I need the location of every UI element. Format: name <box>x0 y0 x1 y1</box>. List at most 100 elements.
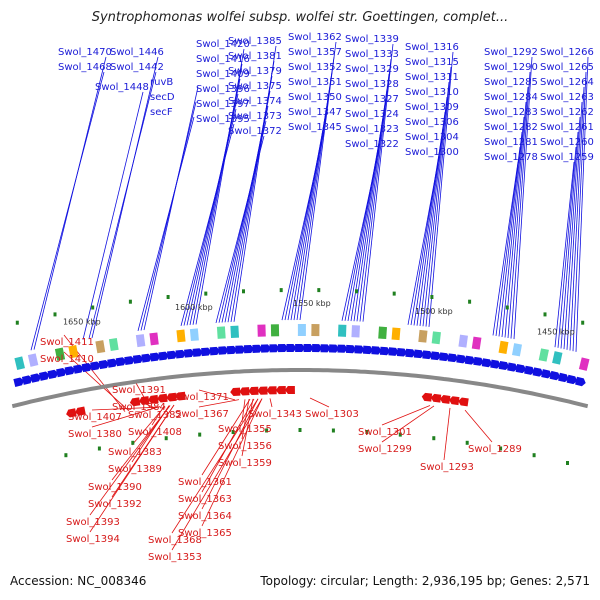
top-leader-line <box>422 81 450 327</box>
forward-gene-arrow <box>277 344 288 353</box>
reverse-gene-arrow <box>430 393 442 403</box>
forward-gene-arrow <box>184 349 195 358</box>
top-gene-label: Swol_1347 <box>288 107 342 118</box>
genome-ring <box>11 288 590 465</box>
forward-gene-arrow <box>515 364 527 374</box>
top-leader-line <box>362 43 394 322</box>
top-leader-line <box>425 66 452 327</box>
reverse-gene-arrow <box>439 395 451 404</box>
bottom-leader-line <box>381 405 431 426</box>
reverse-gene-arrow <box>148 394 159 404</box>
forward-gene-arrow <box>252 344 263 353</box>
rna-tick <box>97 446 101 451</box>
top-gene-label: Swol_1264 <box>540 77 594 88</box>
reverse-gene-arrow <box>266 386 277 395</box>
bottom-leader-line <box>381 405 435 443</box>
forward-gene-arrow <box>166 350 178 360</box>
bottom-leader-line <box>269 398 273 408</box>
rna-tick <box>198 432 202 437</box>
top-gene-label: Swol_1352 <box>288 62 342 73</box>
top-gene-label: Swol_1372 <box>228 126 282 137</box>
forward-gene-arrow <box>38 371 50 381</box>
top-leader-line <box>569 86 585 351</box>
forward-gene-arrow <box>98 360 110 370</box>
bottom-gene-label: Swol_1380 <box>68 429 122 440</box>
top-gene-label: Swol_1290 <box>484 62 538 73</box>
bottom-leader-line <box>151 406 161 409</box>
top-gene-label: Swol_1309 <box>405 102 459 113</box>
cog-feature-block <box>498 340 509 354</box>
top-gene-label: secF <box>150 107 173 118</box>
forward-gene-arrow <box>192 348 203 357</box>
top-leader-line <box>183 108 237 326</box>
bottom-leader-lines <box>63 334 493 551</box>
top-gene-label: Swol_1259 <box>540 152 594 163</box>
forward-gene-arrow <box>243 344 254 354</box>
reverse-gene-arrow <box>449 396 460 406</box>
forward-gene-arrow <box>209 346 220 356</box>
forward-gene-arrow <box>388 347 399 356</box>
top-gene-label: Swol_1442 <box>110 62 164 73</box>
top-leader-line <box>341 148 380 321</box>
rna-tick <box>499 446 503 451</box>
reverse-gene-arrow <box>75 406 86 416</box>
bottom-gene-label: Swol_1411 <box>40 337 94 348</box>
cog-feature-block <box>135 334 146 348</box>
forward-gene-arrow <box>226 345 237 355</box>
reverse-gene-arrow <box>230 387 241 396</box>
cog-feature-block <box>257 324 266 337</box>
forward-gene-arrow <box>47 369 59 380</box>
top-gene-label: Swol_1420 <box>196 39 250 50</box>
top-leader-line <box>572 71 587 352</box>
forward-gene-arrow <box>575 376 586 387</box>
top-gene-label: Swol_1285 <box>484 77 538 88</box>
top-leader-line <box>575 56 589 352</box>
top-gene-label: Swol_1448 <box>95 82 149 93</box>
forward-gene-arrow <box>422 350 433 360</box>
forward-gene-arrow <box>269 344 280 353</box>
reverse-gene-arrow <box>248 386 259 396</box>
rna-tick <box>505 305 509 310</box>
cog-feature-block <box>538 348 549 362</box>
reverse-gene-arrow <box>175 391 186 401</box>
cog-feature-block <box>471 336 482 350</box>
rna-tick <box>532 453 536 458</box>
forward-gene-arrow <box>379 346 391 356</box>
forward-gene-arrow <box>328 344 340 353</box>
top-leader-line <box>359 58 392 322</box>
top-leader-line <box>513 56 533 340</box>
top-gene-label: Swol_1381 <box>228 51 282 62</box>
top-gene-label: Swol_1375 <box>228 81 282 92</box>
rna-tick <box>204 291 208 296</box>
top-leader-line <box>498 131 523 337</box>
accession-text: Accession: NC_008346 <box>10 574 147 588</box>
kbp-label: 1450 kbp <box>537 327 575 336</box>
topology-text: Topology: circular; Length: 2,936,195 bp… <box>260 574 590 588</box>
forward-gene-arrow <box>235 345 246 354</box>
forward-gene-arrow <box>549 370 561 381</box>
top-gene-label: Swol_1283 <box>484 107 538 118</box>
bottom-gene-label: Swol_1394 <box>66 534 120 545</box>
reverse-gene-arrow <box>257 386 268 395</box>
top-gene-label: secD <box>150 92 175 103</box>
forward-gene-arrow <box>312 344 323 353</box>
reverse-gene-arrow <box>275 386 286 395</box>
cog-feature-block <box>552 351 563 365</box>
cog-feature-block <box>391 327 401 341</box>
bottom-leader-line <box>131 405 166 446</box>
bottom-gene-label: Swol_1353 <box>148 552 202 563</box>
rna-tick <box>392 291 396 296</box>
rna-tick <box>566 461 569 465</box>
bottom-gene-label: Swol_1391 <box>112 385 166 396</box>
top-gene-label: Swol_1316 <box>405 42 459 53</box>
bottom-leader-line <box>171 398 259 534</box>
bottom-gene-label: Swol_1356 <box>218 441 272 452</box>
forward-gene-arrow <box>107 358 118 368</box>
reverse-gene-arrow <box>458 397 469 407</box>
top-leader-line <box>140 101 197 331</box>
top-leader-line <box>221 105 269 323</box>
bottom-gene-label: Swol_1359 <box>218 458 272 469</box>
top-leader-line <box>428 51 454 327</box>
forward-gene-arrow <box>345 344 357 354</box>
